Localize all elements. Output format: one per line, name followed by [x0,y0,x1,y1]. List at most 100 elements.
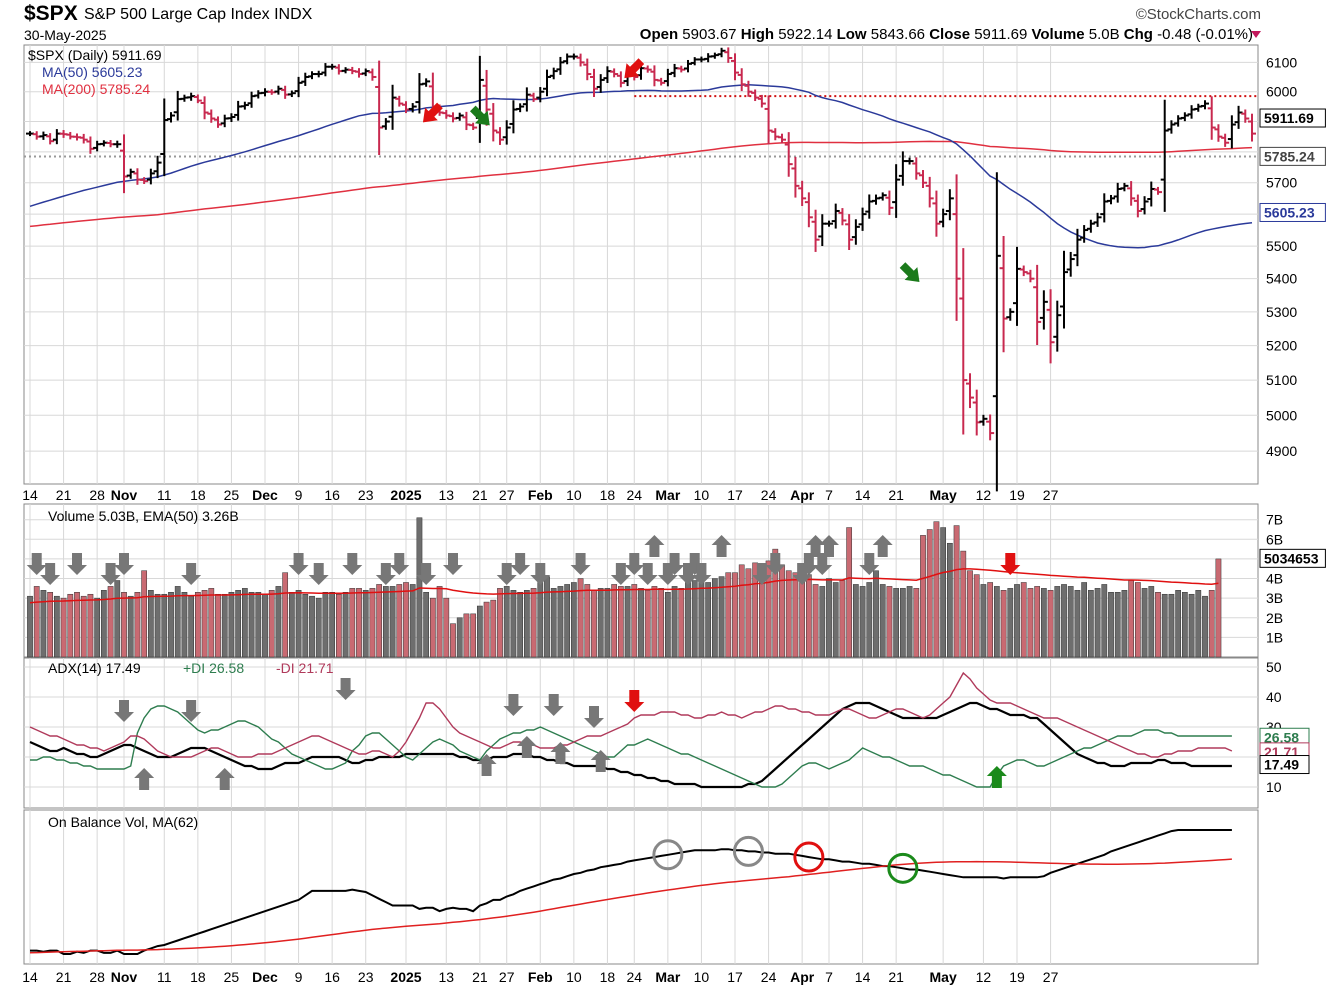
x-tick-label: 19 [1009,969,1025,985]
price-tick-label: 5100 [1266,372,1297,388]
gray-volume-arrow-icon [114,553,134,575]
arrow-shape [550,742,571,764]
ohlc-bar [737,68,746,92]
last-close-label: 5911.69 [1264,110,1314,126]
volume-bar [429,597,436,658]
volume-bar [181,592,188,658]
gray-volume-arrow-icon [443,553,463,575]
volume-bar [1014,584,1020,658]
volume-bar [295,590,302,658]
price-tick-label: 5000 [1266,407,1297,423]
x-tick-label: 27 [499,487,515,503]
x-tick-label: 28 [89,487,105,503]
ohlc-bar [905,157,914,165]
volume-bar [913,588,920,658]
volume-bar [899,588,906,658]
volume-bar [443,597,450,658]
ohlc-bar [1073,228,1082,267]
last-volume-label: 5034653 [1264,550,1319,566]
volume-bar [953,525,960,658]
volume-bar [537,582,544,658]
x-tick-label: 9 [295,969,303,985]
volume-bar [805,574,812,658]
volume-bar [832,582,839,658]
volume-bar [967,570,973,658]
adx-arrow-icon [516,736,537,758]
adx-tick-label: 50 [1266,659,1282,675]
volume-bar [1134,582,1141,658]
brand-logo[interactable]: ©StockCharts.com [1135,6,1261,23]
adx-arrow-icon [134,768,155,790]
gray-signal-circle [732,835,764,867]
chg-value: -0.48 (-0.01%) [1157,26,1253,43]
volume-bar [591,590,597,658]
arrow-shape [644,535,665,557]
ohlc-bar [670,63,679,78]
volume-bar [268,590,275,658]
x-tick-label: 18 [190,487,206,503]
gray-volume-arrow-icon [751,563,772,585]
ohlc-bar [925,176,934,208]
volume-ema-line [29,568,1219,604]
price-tick-label: 4900 [1266,443,1297,459]
volume-bar [852,584,859,658]
volume-bar [779,564,785,658]
arrow-shape [812,553,833,575]
volume-bar [362,590,369,658]
gray-volume-arrow-icon [859,553,880,575]
volume-bar [33,586,40,658]
ohlc-bar [1120,182,1129,192]
x-tick-label: Nov [111,487,138,503]
symbol: $SPX [24,2,78,25]
arrow-shape [181,563,202,585]
gray-volume-arrow-icon [765,553,786,575]
ohlc-bar [1207,96,1216,140]
price-legend-title: $SPX (Daily) 5911.69 [28,47,162,63]
x-tick-label: Mar [655,487,680,503]
volume-bar [866,582,873,658]
ohlc-bar [348,66,357,75]
adx-arrow-icon [624,690,645,712]
ohlc-bar [657,77,666,86]
arrow-shape [469,105,490,126]
x-tick-label: 13 [438,969,454,985]
x-tick-label: 17 [727,969,743,985]
volume-tick-label: 6B [1266,531,1283,547]
x-tick-label: 10 [694,487,710,503]
x-tick-label: 17 [727,487,743,503]
last-ma50-label-box [1259,202,1326,222]
ohlc-bar [1006,308,1015,321]
adx-line [29,701,1232,789]
volume-bar [67,593,74,658]
x-tick-label: May [930,487,957,503]
arrow-shape [986,766,1007,788]
volume-bar [147,590,154,658]
x-tick-label: 11 [157,969,172,985]
volume-bar [456,617,463,658]
volume-bar [765,560,772,658]
volume-tick-label: 3B [1266,590,1283,606]
ohlc-bar [361,68,370,77]
last-adx-label-box [1259,755,1310,775]
ohlc-bar [1046,289,1055,364]
ohlc-bar [536,87,545,103]
volume-panel [26,517,1222,658]
ohlc-bar [945,189,954,221]
volume-bar [241,588,248,658]
arrow-shape [503,694,524,716]
volume-bar [1168,593,1175,658]
gray-volume-arrow-icon [610,563,631,585]
adx-tick-label: 10 [1266,779,1282,795]
ohlc-bar [126,168,135,179]
pdi-line [30,705,1232,788]
mdi-line [29,671,1233,758]
volume-bar [302,593,309,658]
open-value: 5903.67 [682,26,737,43]
x-tick-label: 12 [976,487,992,503]
x-tick-label: 10 [694,969,710,985]
last-pdi-label: 26.58 [1264,729,1299,745]
ohlc-bar [1227,115,1236,149]
volume-bar [87,593,94,658]
ohlc-bar [1180,112,1189,122]
ohlc-bar [966,373,974,409]
